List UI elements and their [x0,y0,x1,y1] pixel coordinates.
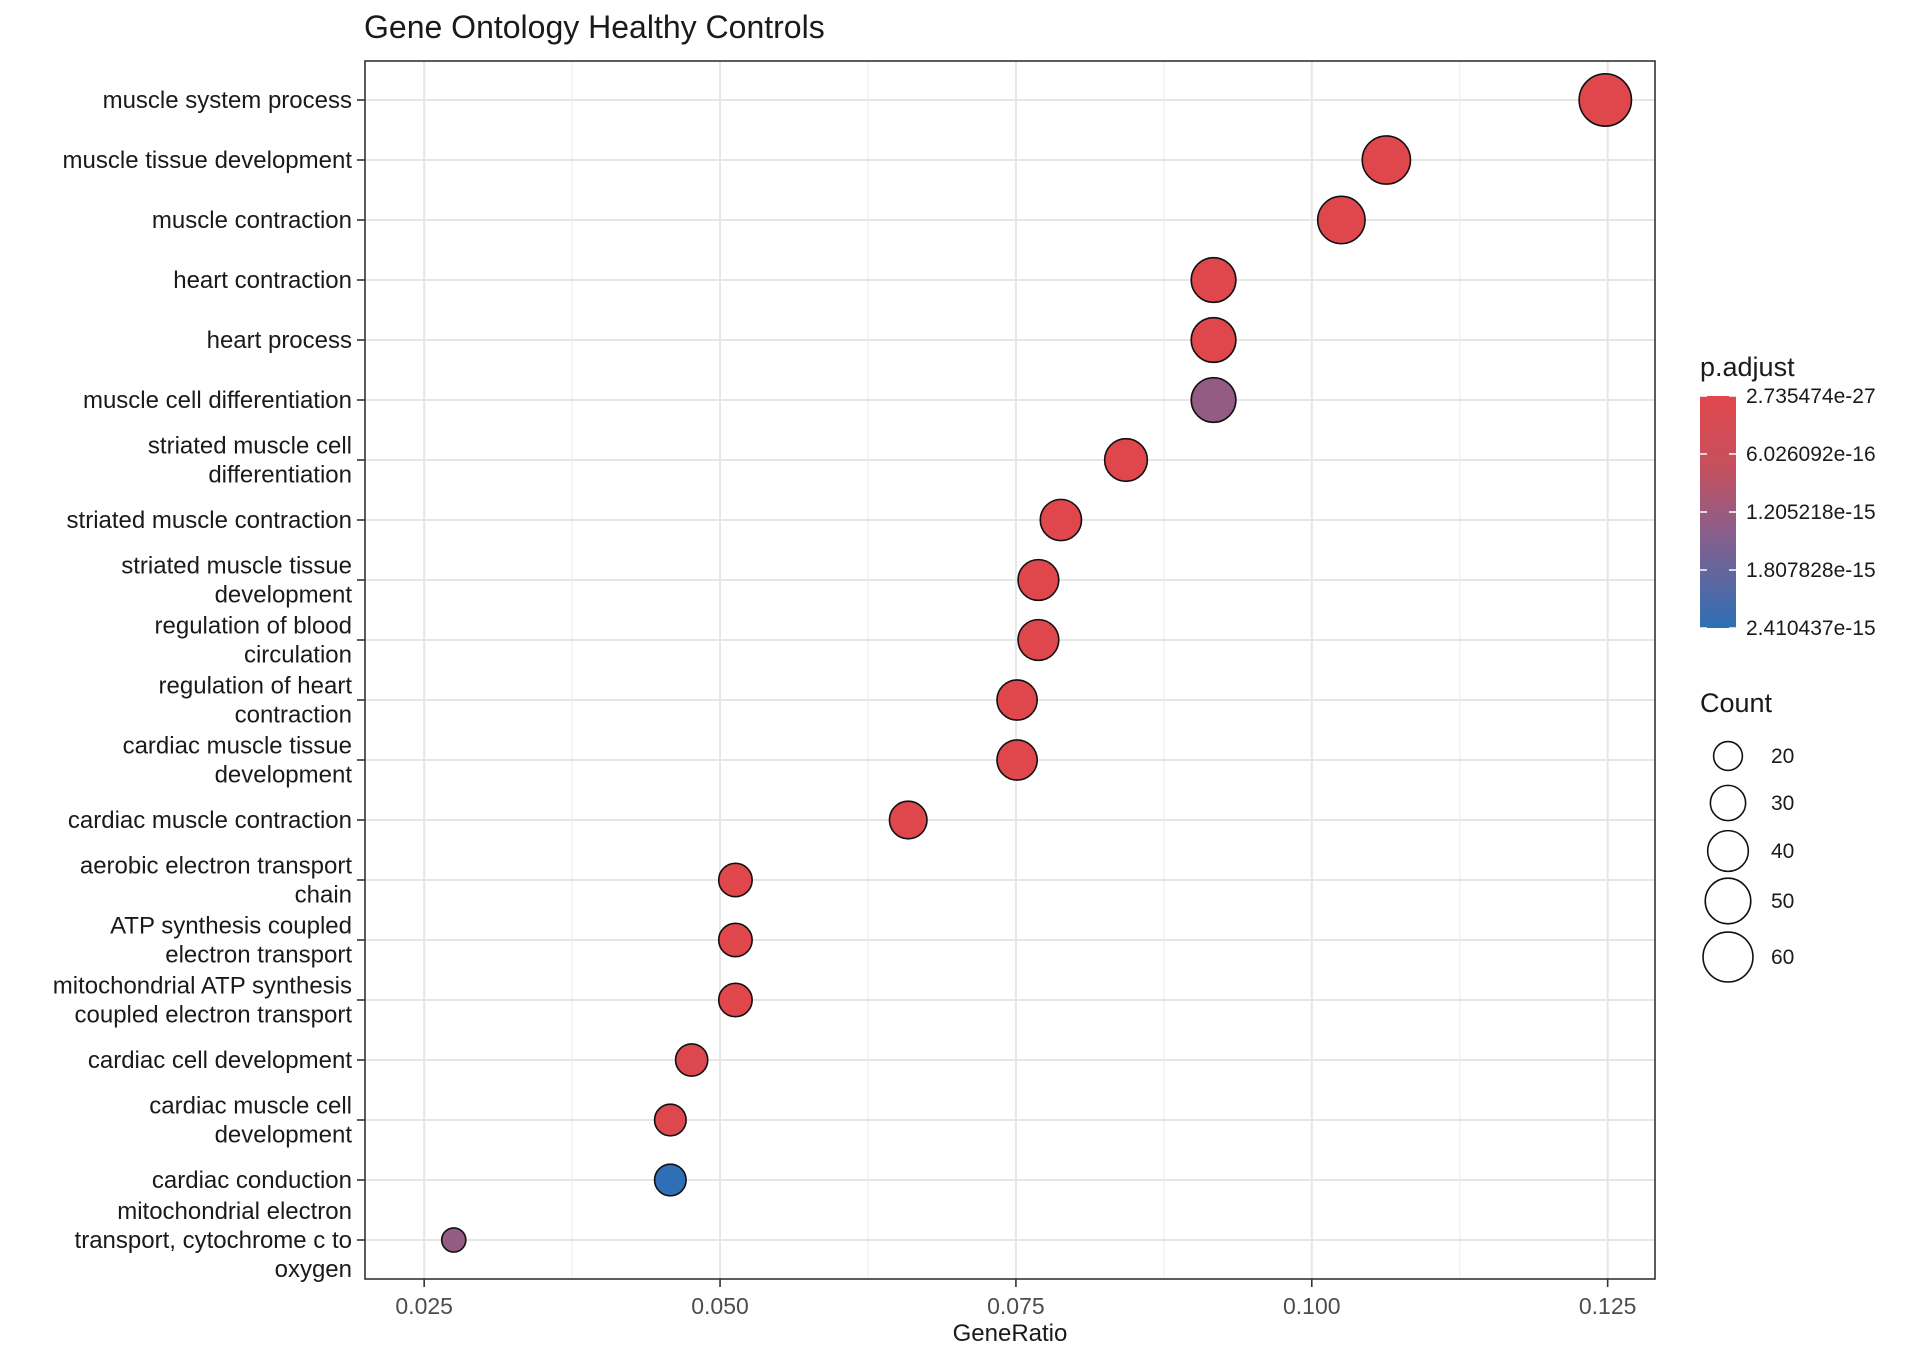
data-point [653,1103,687,1137]
size-legend-circle [1702,931,1754,983]
data-point [1316,195,1366,245]
size-legend-label: 50 [1771,890,1794,913]
size-legend-circle [1706,829,1750,873]
data-point [996,679,1039,721]
data-point [653,1163,687,1197]
y-tick-label: contraction [235,702,352,729]
size-legend-circle [1704,877,1752,925]
y-tick-label: heart contraction [173,267,352,294]
data-point [1190,256,1237,304]
color-legend: p.adjust 2.735474e-27 6.026092e-16 1.20521… [1700,352,1876,640]
data-point [1017,618,1060,662]
plot-panel [365,61,1655,1279]
y-tick-label: muscle cell differentiation [83,387,352,414]
chart-title: Gene Ontology Healthy Controls [364,9,825,45]
color-legend-title: p.adjust [1700,352,1795,382]
data-point [717,922,753,958]
y-tick-label: regulation of blood [155,613,352,640]
data-point [674,1043,709,1077]
x-tick-label: 0.075 [987,1293,1045,1319]
data-point [1361,135,1412,185]
y-tick-label: striated muscle tissue [121,553,352,580]
y-axis: muscle system process muscle tissue devel… [53,87,365,1283]
y-tick-label: electron transport [165,942,352,969]
data-point [717,862,753,898]
x-tick-label: 0.050 [691,1293,749,1319]
data-point [1190,316,1237,364]
data-point [1103,437,1149,483]
y-tick-label: oxygen [275,1256,352,1283]
y-tick-label: cardiac muscle tissue [123,733,352,760]
color-legend-label: 6.026092e-16 [1746,443,1876,466]
y-tick-label: mitochondrial electron [117,1198,352,1225]
size-legend-circle [1709,784,1747,822]
y-tick-label: regulation of heart [159,673,353,700]
y-tick-label: circulation [244,642,352,669]
y-tick-label: striated muscle contraction [67,507,352,534]
y-tick-label: chain [295,882,352,909]
x-axis-title: GeneRatio [953,1320,1068,1344]
y-tick-label: muscle tissue development [63,147,353,174]
y-tick-label: cardiac muscle cell [149,1093,352,1120]
y-tick-label: cardiac conduction [152,1167,352,1194]
x-tick-label: 0.125 [1579,1293,1637,1319]
color-legend-label: 2.410437e-15 [1746,617,1876,640]
y-tick-label: striated muscle cell [148,433,352,460]
y-tick-label: muscle contraction [152,207,352,234]
y-tick-label: development [215,582,353,609]
y-tick-label: development [215,762,353,789]
y-tick-label: cardiac cell development [88,1047,352,1074]
size-legend-label: 40 [1771,840,1794,863]
size-legend-label: 30 [1771,792,1794,815]
data-points [440,73,1633,1253]
color-legend-label: 1.807828e-15 [1746,559,1876,582]
x-axis: 0.025 0.050 0.075 0.100 0.125 [395,1279,1636,1319]
data-point [1017,558,1060,602]
y-tick-label: mitochondrial ATP synthesis [53,973,352,1000]
y-tick-label: heart process [207,327,352,354]
data-point [1039,498,1083,542]
y-tick-label: ATP synthesis coupled [110,913,352,940]
plot-border [364,60,1656,1280]
data-point [440,1227,467,1253]
color-legend-label: 1.205218e-15 [1746,501,1876,524]
size-legend: Count 20 30 40 50 60 [1700,688,1794,983]
data-point [717,982,753,1018]
data-point [996,739,1039,781]
y-tick-label: coupled electron transport [75,1002,353,1029]
y-tick-label: muscle system process [103,87,352,114]
size-legend-label: 60 [1771,946,1794,969]
size-legend-circle [1712,740,1744,772]
y-tick-label: differentiation [208,462,352,489]
data-point [1190,376,1237,424]
y-tick-label: development [215,1122,353,1149]
y-tick-label: transport, cytochrome c to [75,1227,352,1254]
x-tick-label: 0.025 [395,1293,453,1319]
data-point [888,800,928,840]
y-tick-label: aerobic electron transport [80,853,352,880]
data-point [1578,73,1633,127]
y-tick-label: cardiac muscle contraction [68,807,352,834]
size-legend-title: Count [1700,688,1773,718]
x-tick-label: 0.100 [1283,1293,1341,1319]
size-legend-label: 20 [1771,745,1794,768]
color-legend-label: 2.735474e-27 [1746,385,1876,408]
grid-lines [365,61,1655,1279]
